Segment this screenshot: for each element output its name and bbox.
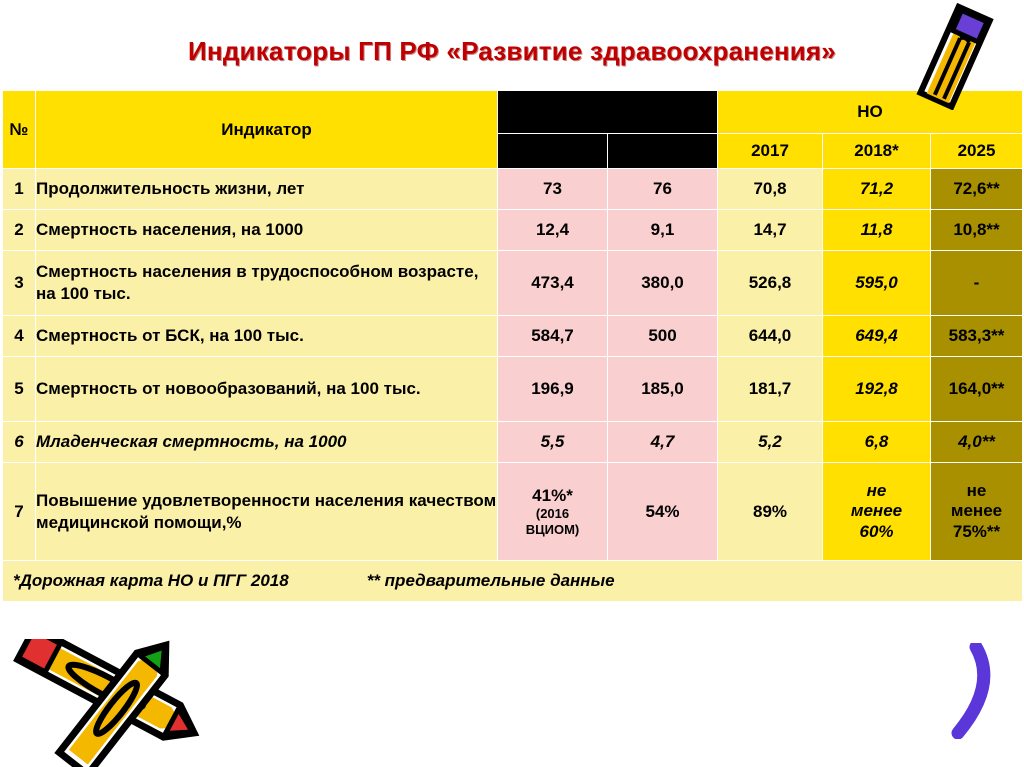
row-number: 4 — [2, 315, 36, 357]
cell-no-2018: 649,4 — [822, 315, 931, 357]
cell-no-2025: не менее 75%** — [929, 462, 1024, 561]
cell-no-2017: 89% — [717, 462, 823, 561]
cell-no-2025: 164,0** — [929, 356, 1024, 422]
cell-no-2018-line2: менее — [850, 501, 903, 521]
row-number: 7 — [2, 462, 36, 561]
column-group-header-rf: РФ — [497, 90, 718, 134]
column-header-number: № — [2, 90, 36, 169]
cell-rf-2025: 4,7 — [607, 421, 718, 463]
row-indicator-label: Смертность населения в трудоспособном во… — [35, 250, 498, 316]
cell-no-2017: 70,8 — [717, 168, 823, 210]
indicators-table: № Индикатор РФ НО 2017 2025 2017 2018* 2… — [1, 90, 1024, 602]
cell-rf-2017: 12,4 — [497, 209, 608, 251]
cell-rf-2017: 5,5 — [497, 421, 608, 463]
cell-no-2025: 583,3** — [929, 315, 1024, 357]
cell-no-2018: 595,0 — [822, 250, 931, 316]
table-header: № Индикатор РФ НО 2017 2025 2017 2018* 2… — [2, 90, 1024, 169]
cell-no-2025-line3: 75%** — [952, 521, 1001, 541]
row-indicator-label: Продолжительность жизни, лет — [35, 168, 498, 210]
table-row: 4 Смертность от БСК, на 100 тыс. 584,7 5… — [2, 315, 1024, 357]
row-indicator-label: Младенческая смертность, на 1000 — [35, 421, 498, 463]
cell-no-2017: 14,7 — [717, 209, 823, 251]
column-header-no-2017: 2017 — [717, 133, 823, 169]
row-indicator-label: Смертность населения, на 1000 — [35, 209, 498, 251]
cell-rf-2017-value: 41%* — [532, 486, 573, 506]
row-number: 6 — [2, 421, 36, 463]
row-indicator-label: Смертность от новообразований, на 100 ты… — [35, 356, 498, 422]
cell-no-2025: - — [929, 250, 1024, 316]
table-body: 1 Продолжительность жизни, лет 73 76 70,… — [1, 168, 1024, 602]
purple-swoosh-icon — [951, 643, 991, 739]
cell-no-2018: 6,8 — [822, 421, 931, 463]
cell-rf-2017: 73 — [497, 168, 608, 210]
cell-no-2018-line3: 60% — [859, 521, 894, 541]
row-indicator-label: Смертность от БСК, на 100 тыс. — [35, 315, 498, 357]
table-row: 3 Смертность населения в трудоспособном … — [2, 250, 1024, 316]
row-number: 3 — [2, 250, 36, 316]
column-header-no-2018: 2018* — [822, 133, 931, 169]
cell-no-2025-line2: менее — [950, 501, 1003, 521]
cell-rf-2025: 185,0 — [607, 356, 718, 422]
cell-rf-2025: 500 — [607, 315, 718, 357]
column-header-indicator: Индикатор — [35, 90, 498, 169]
cell-rf-2017: 584,7 — [497, 315, 608, 357]
table-row: 6 Младенческая смертность, на 1000 5,5 4… — [2, 421, 1024, 463]
cell-no-2025-line1: не — [966, 481, 987, 501]
cell-no-2025: 10,8** — [929, 209, 1024, 251]
table-row: 5 Смертность от новообразований, на 100 … — [2, 356, 1024, 422]
cell-rf-2025: 380,0 — [607, 250, 718, 316]
cell-rf-2017: 196,9 — [497, 356, 608, 422]
footnote-preliminary: ** предварительные данные — [366, 571, 615, 590]
cell-rf-2025: 76 — [607, 168, 718, 210]
cell-no-2025: 72,6** — [929, 168, 1024, 210]
cell-rf-2025: 9,1 — [607, 209, 718, 251]
footnote-roadmap: *Дорожная карта НО и ПГГ 2018 — [13, 571, 289, 590]
column-header-no-2025: 2025 — [929, 133, 1024, 169]
row-number: 2 — [2, 209, 36, 251]
table-row: 1 Продолжительность жизни, лет 73 76 70,… — [2, 168, 1024, 210]
cell-no-2018: 11,8 — [822, 209, 931, 251]
column-header-rf-2017: 2017 — [497, 133, 608, 169]
column-group-header-no: НО — [716, 90, 1024, 134]
footnote-row: *Дорожная карта НО и ПГГ 2018 ** предвар… — [1, 560, 1024, 602]
cell-rf-2017: 473,4 — [497, 250, 608, 316]
cell-no-2017: 526,8 — [717, 250, 823, 316]
cell-no-2018: 192,8 — [822, 356, 931, 422]
cell-no-2018-line1: не — [866, 481, 887, 501]
page-title: Индикаторы ГП РФ «Развитие здравоохранен… — [188, 36, 836, 66]
row-indicator-label: Повышение удовлетворенности населения ка… — [35, 462, 498, 561]
cell-no-2018: 71,2 — [822, 168, 931, 210]
row-number: 5 — [2, 356, 36, 422]
cell-rf-2025: 54% — [607, 462, 718, 561]
cell-rf-2017: 41%* (2016 ВЦИОМ) — [497, 462, 608, 561]
cell-rf-2017-note-line1: (2016 — [535, 506, 570, 522]
crossed-pencils-icon — [13, 639, 200, 767]
footnote-cell: *Дорожная карта НО и ПГГ 2018 ** предвар… — [1, 560, 1024, 602]
cell-no-2017: 5,2 — [717, 421, 823, 463]
column-header-rf-2025: 2025 — [607, 133, 718, 169]
cell-no-2025: 4,0** — [929, 421, 1024, 463]
row-number: 1 — [2, 168, 36, 210]
table-row: 2 Смертность населения, на 1000 12,4 9,1… — [2, 209, 1024, 251]
cell-rf-2017-note-line2: ВЦИОМ) — [525, 521, 580, 537]
table-row: 7 Повышение удовлетворенности населения … — [2, 462, 1024, 561]
cell-no-2017: 181,7 — [717, 356, 823, 422]
cell-no-2018: не менее 60% — [822, 462, 931, 561]
cell-no-2017: 644,0 — [717, 315, 823, 357]
